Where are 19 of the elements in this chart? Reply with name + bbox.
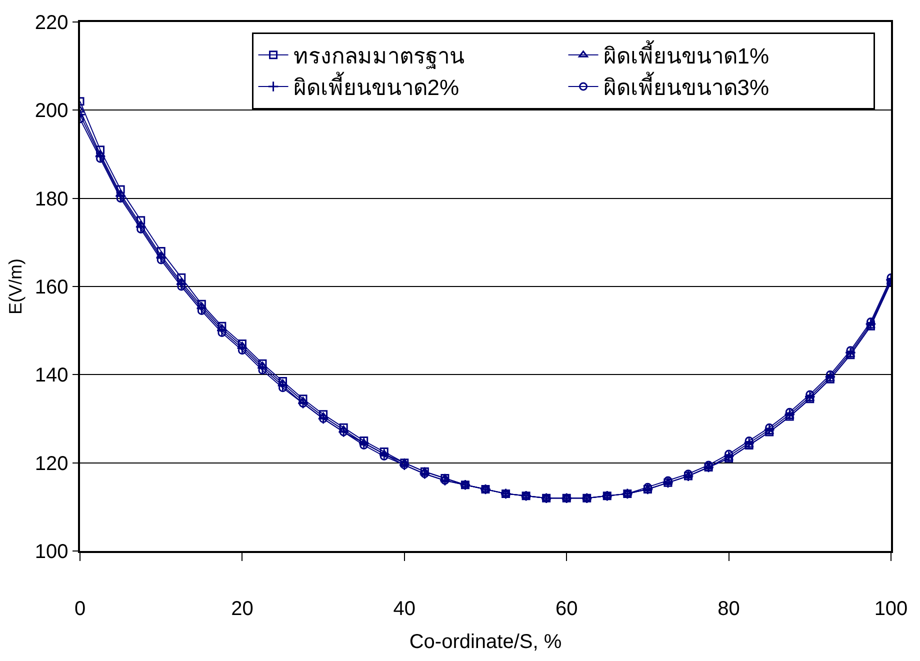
legend-label: ทรงกลมมาตรฐาน: [293, 43, 464, 70]
y-axis-title: E(V/m): [6, 258, 26, 314]
y-tick-label: 220: [34, 12, 68, 34]
y-tick-label: 160: [34, 276, 68, 298]
x-tick-label: 20: [231, 598, 254, 620]
y-tick-label: 100: [34, 541, 68, 563]
x-tick-label: 0: [74, 598, 86, 620]
x-tick-label: 100: [874, 598, 908, 620]
y-tick-label: 120: [34, 452, 68, 475]
y-tick-label: 200: [34, 100, 68, 122]
x-tick-label: 60: [555, 598, 578, 620]
x-tick-label: 40: [393, 598, 416, 620]
x-tick-label: 80: [718, 598, 740, 620]
legend-label: ผิดเพี้ยนขนาด2%: [293, 72, 460, 100]
y-tick-label: 180: [34, 188, 68, 210]
legend-label: ผิดเพี้ยนขนาด3%: [603, 72, 770, 100]
x-axis-title: Co-ordinate/S, %: [409, 630, 562, 653]
legend-label: ผิดเพี้ยนขนาด1%: [603, 40, 770, 68]
y-tick-label: 140: [34, 364, 68, 387]
